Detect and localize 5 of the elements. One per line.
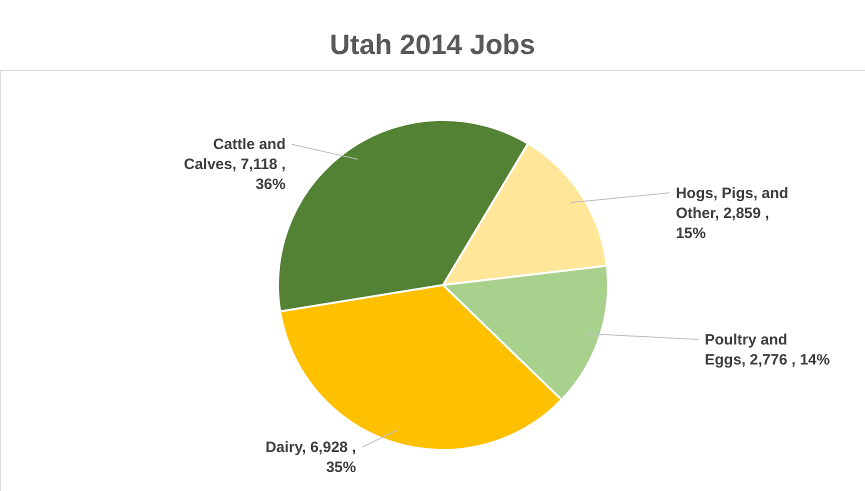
slice-label: Dairy, 6,928 , 35% bbox=[265, 439, 356, 476]
slice-label: Cattle and Calves, 7,118 , 36% bbox=[184, 136, 286, 194]
slice-label: Poultry and Eggs, 2,776 , 14% bbox=[704, 331, 830, 368]
chart-title: Utah 2014 Jobs bbox=[330, 29, 536, 60]
slice-label: Hogs, Pigs, and Other, 2,859 , 15% bbox=[676, 184, 788, 242]
